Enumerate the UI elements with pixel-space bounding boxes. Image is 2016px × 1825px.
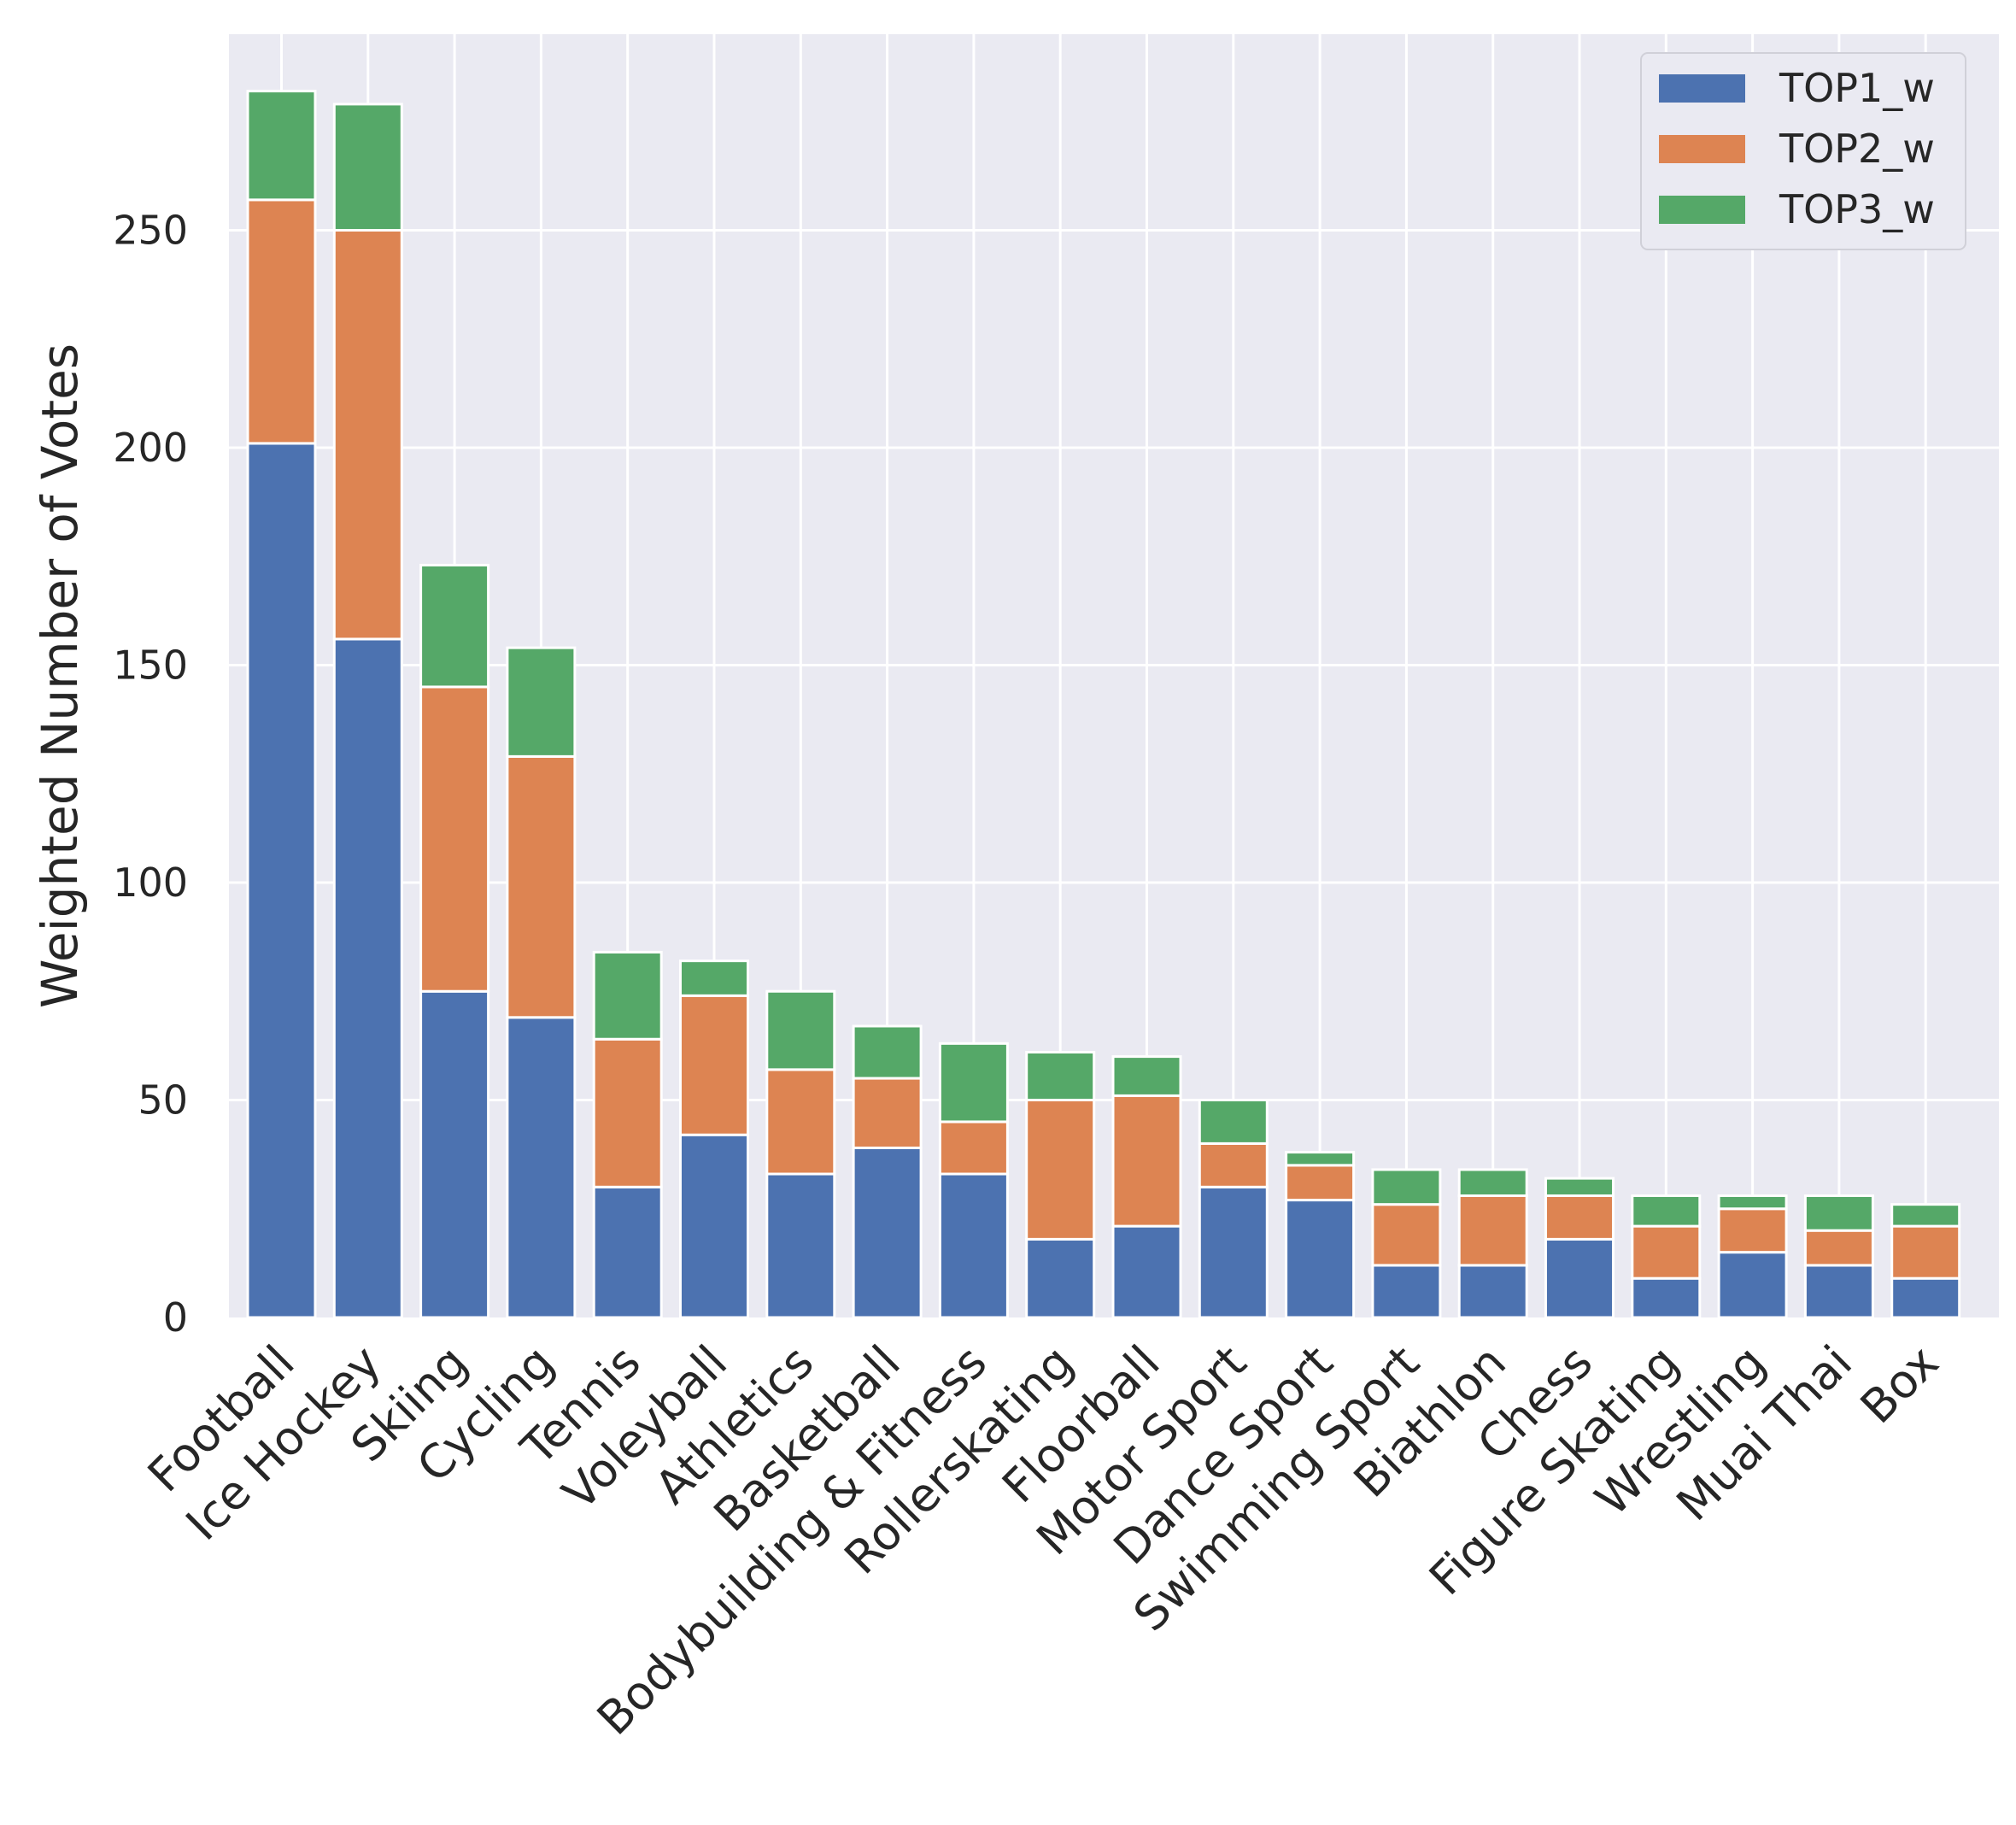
- bar-top2-w: [1803, 1229, 1874, 1267]
- bar-top3-w: [506, 646, 577, 758]
- y-tick-label: 100: [113, 860, 188, 906]
- bar-top2-w: [679, 994, 749, 1136]
- y-tick-label: 0: [163, 1294, 188, 1341]
- bar-top2-w: [1025, 1099, 1096, 1241]
- bar-top3-w: [1544, 1177, 1615, 1197]
- legend-label: TOP3_w: [1779, 186, 1935, 232]
- bar-top2-w: [246, 198, 317, 445]
- bar-top3-w: [1717, 1194, 1788, 1211]
- bar-top1-w: [1717, 1251, 1788, 1319]
- bar-top3-w: [765, 989, 836, 1071]
- y-tick-label: 150: [113, 643, 188, 689]
- bar-top1-w: [1198, 1185, 1269, 1319]
- bar-top1-w: [1111, 1224, 1182, 1319]
- bar-top3-w: [332, 103, 403, 232]
- bar-top2-w: [1890, 1224, 1961, 1280]
- bar-top1-w: [679, 1133, 749, 1319]
- legend-swatch: [1659, 74, 1745, 103]
- bar-top2-w: [332, 229, 403, 641]
- bar-top1-w: [1457, 1264, 1528, 1319]
- bar-top2-w: [1111, 1094, 1182, 1228]
- bar-top2-w: [1717, 1207, 1788, 1254]
- legend-swatch: [1659, 135, 1745, 163]
- bar-top2-w: [506, 754, 577, 1019]
- bar-top2-w: [1631, 1224, 1702, 1280]
- bar-top1-w: [1544, 1237, 1615, 1319]
- bar-top3-w: [246, 90, 317, 202]
- bar-top1-w: [592, 1185, 663, 1319]
- bar-top3-w: [1457, 1168, 1528, 1197]
- bar-top2-w: [592, 1037, 663, 1188]
- bar-top1-w: [332, 637, 403, 1319]
- legend: TOP1_w TOP2_w TOP3_w: [1640, 52, 1966, 250]
- bar-top1-w: [419, 989, 490, 1319]
- bar-top3-w: [1371, 1168, 1442, 1206]
- bar-top2-w: [765, 1068, 836, 1176]
- bar-top1-w: [938, 1172, 1009, 1319]
- x-tick-label: Box: [1850, 1335, 1949, 1435]
- bar-top1-w: [852, 1146, 923, 1319]
- bar-top3-w: [1285, 1151, 1356, 1167]
- bar-top2-w: [1371, 1203, 1442, 1267]
- bar-top1-w: [1025, 1237, 1096, 1319]
- y-axis-title: Weighted Number of Votes: [31, 343, 89, 1008]
- bar-top3-w: [852, 1024, 923, 1080]
- bar-top3-w: [592, 950, 663, 1041]
- bar-top2-w: [1457, 1194, 1528, 1267]
- bar-top3-w: [938, 1042, 1009, 1124]
- bar-top3-w: [1890, 1203, 1961, 1228]
- bar-top2-w: [852, 1077, 923, 1149]
- bar-top2-w: [1198, 1141, 1269, 1188]
- bar-top3-w: [1803, 1194, 1874, 1232]
- bar-top2-w: [938, 1120, 1009, 1176]
- legend-swatch: [1659, 196, 1745, 224]
- y-tick-label: 250: [113, 208, 188, 254]
- y-tick-label: 50: [138, 1077, 188, 1124]
- bar-top3-w: [679, 959, 749, 997]
- bars: [246, 90, 1961, 1319]
- bar-top1-w: [1371, 1264, 1442, 1319]
- bar-top3-w: [419, 563, 490, 689]
- y-axis-ticks: 0 50 100 150 200 250: [113, 208, 188, 1341]
- bar-top1-w: [1285, 1199, 1356, 1319]
- bar-top1-w: [1890, 1276, 1961, 1319]
- bar-top3-w: [1025, 1051, 1096, 1102]
- bar-top2-w: [1544, 1194, 1615, 1241]
- bar-top1-w: [1631, 1276, 1702, 1319]
- bar-top2-w: [1285, 1164, 1356, 1202]
- bar-top1-w: [246, 442, 317, 1319]
- y-tick-label: 200: [113, 425, 188, 471]
- bar-top3-w: [1111, 1055, 1182, 1097]
- bar-top2-w: [419, 685, 490, 993]
- bar-top1-w: [765, 1172, 836, 1319]
- legend-label: TOP1_w: [1779, 65, 1935, 111]
- bar-top1-w: [506, 1016, 577, 1319]
- bar-top3-w: [1198, 1099, 1269, 1145]
- bar-top1-w: [1803, 1264, 1874, 1319]
- legend-label: TOP2_w: [1779, 126, 1935, 172]
- bar-top3-w: [1631, 1194, 1702, 1228]
